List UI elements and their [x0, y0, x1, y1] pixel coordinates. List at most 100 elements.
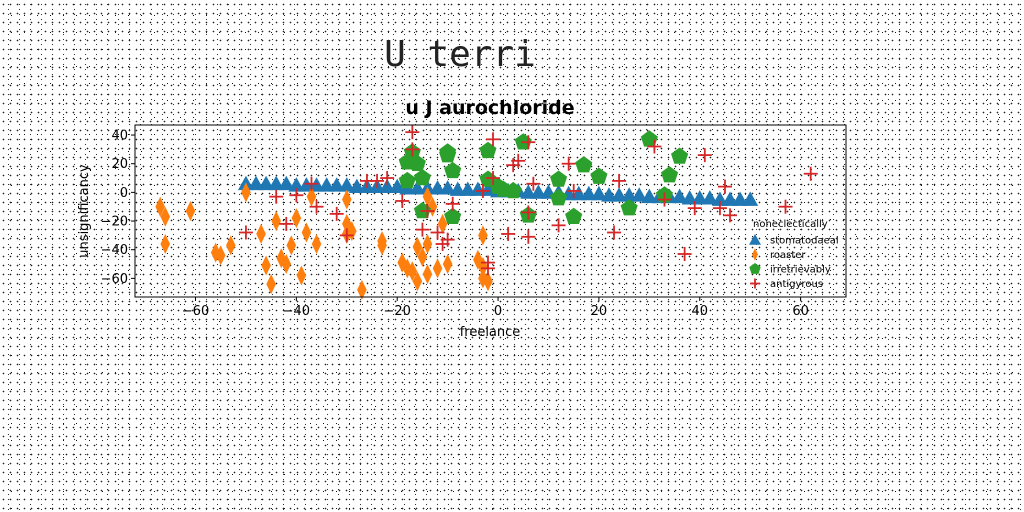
point-antigyrous-35 [607, 225, 622, 240]
legend-label-1: roaster [770, 250, 806, 261]
point-stomatodaeal-20 [439, 180, 456, 195]
point-antigyrous-19 [445, 196, 460, 211]
point-roaster-34 [422, 233, 433, 254]
point-stomatodaeal-8 [318, 177, 335, 192]
x-tick-label-4: 20 [591, 304, 608, 319]
point-antigyrous-16 [430, 225, 445, 240]
point-stomatodaeal-40 [641, 188, 658, 204]
point-roaster-29 [407, 261, 418, 282]
point-stomatodaeal-1 [248, 175, 265, 191]
point-roaster-6 [226, 235, 236, 256]
point-stomatodaeal-43 [671, 188, 688, 204]
point-roaster-35 [422, 186, 433, 207]
point-antigyrous-45 [778, 199, 793, 214]
point-roaster-15 [291, 208, 302, 229]
point-antigyrous-3 [289, 188, 304, 203]
y-axis: 40 20 0 −20 −40 −60 [101, 129, 135, 287]
point-irretrievably-10 [479, 141, 497, 159]
point-stomatodaeal-49 [732, 191, 749, 206]
point-antigyrous-30 [521, 205, 536, 220]
legend-marker-3 [750, 278, 760, 289]
legend-marker-2 [749, 263, 761, 274]
point-antigyrous-0 [238, 225, 253, 240]
point-antigyrous-4 [304, 176, 319, 191]
point-stomatodaeal-10 [338, 177, 355, 192]
point-antigyrous-31 [526, 176, 541, 191]
point-antigyrous-28 [521, 229, 536, 244]
legend-label-2: irretrievably [770, 265, 831, 276]
point-roaster-9 [261, 255, 271, 276]
point-roaster-8 [256, 223, 266, 244]
point-antigyrous-10 [380, 171, 395, 186]
legend-label-0: stomatodaeal [770, 236, 839, 247]
point-stomatodaeal-34 [580, 185, 597, 201]
point-roaster-26 [377, 231, 387, 252]
point-stomatodaeal-44 [681, 190, 698, 205]
point-stomatodaeal-24 [479, 181, 496, 196]
point-stomatodaeal-29 [530, 184, 547, 199]
point-antigyrous-25 [501, 226, 516, 241]
point-irretrievably-9 [444, 161, 462, 179]
point-roaster-14 [286, 235, 297, 256]
page-title: U terri [384, 34, 536, 75]
point-stomatodaeal-22 [459, 181, 476, 196]
point-roaster-38 [437, 213, 448, 234]
point-stomatodaeal-35 [590, 185, 607, 201]
legend-label-3: antigyrous [770, 279, 823, 290]
point-stomatodaeal-17 [409, 180, 426, 195]
point-stomatodaeal-39 [631, 187, 648, 202]
y-tick-label-0: 40 [111, 129, 128, 144]
point-antigyrous-14 [415, 222, 430, 237]
point-roaster-10 [266, 274, 276, 295]
point-stomatodaeal-5 [288, 177, 305, 192]
x-tick-label-6: 60 [792, 304, 809, 319]
point-roaster-27 [397, 252, 408, 273]
point-antigyrous-34 [566, 183, 581, 198]
point-roaster-18 [306, 186, 317, 207]
chart-title: u J aurochloride [405, 97, 574, 119]
point-stomatodaeal-47 [711, 191, 728, 206]
point-roaster-30 [412, 271, 423, 292]
point-roaster-24 [357, 279, 367, 300]
point-antigyrous-6 [329, 206, 344, 221]
legend-marker-1 [752, 248, 758, 261]
y-tick-label-4: −40 [101, 243, 128, 258]
point-stomatodaeal-9 [328, 177, 345, 192]
point-roaster-19 [311, 233, 322, 254]
point-roaster-33 [422, 264, 433, 285]
point-antigyrous-1 [269, 189, 284, 204]
x-tick-label-3: 0 [494, 304, 502, 319]
point-stomatodaeal-50 [742, 191, 759, 206]
legend: noneclectically stomatodaeal roaster irret… [749, 219, 839, 290]
point-antigyrous-36 [612, 173, 627, 188]
point-antigyrous-15 [420, 204, 435, 218]
plot-frame [134, 124, 847, 298]
point-antigyrous-7 [339, 228, 354, 243]
point-antigyrous-18 [440, 232, 455, 247]
point-stomatodaeal-46 [701, 190, 718, 205]
point-antigyrous-41 [697, 148, 712, 163]
point-antigyrous-20 [475, 183, 490, 198]
point-irretrievably-1 [398, 171, 416, 189]
point-antigyrous-23 [486, 171, 501, 186]
point-roaster-13 [281, 254, 292, 275]
point-roaster-16 [296, 265, 307, 286]
point-antigyrous-11 [395, 193, 410, 208]
point-antigyrous-39 [677, 247, 692, 261]
point-irretrievably-3 [408, 154, 426, 171]
point-roaster-42 [478, 268, 488, 289]
point-irretrievably-18 [550, 170, 568, 187]
point-antigyrous-5 [309, 199, 324, 214]
point-irretrievably-5 [413, 169, 431, 186]
point-roaster-17 [301, 222, 312, 243]
point-stomatodaeal-36 [601, 187, 617, 202]
point-antigyrous-29 [521, 135, 536, 150]
point-roaster-36 [427, 196, 438, 217]
point-antigyrous-40 [687, 201, 702, 216]
x-axis: −60 −40 −20 0 20 40 60 [182, 297, 809, 319]
point-antigyrous-22 [480, 261, 495, 276]
y-tick-label-3: −20 [101, 215, 128, 230]
point-irretrievably-25 [661, 166, 679, 183]
point-antigyrous-27 [511, 153, 526, 168]
